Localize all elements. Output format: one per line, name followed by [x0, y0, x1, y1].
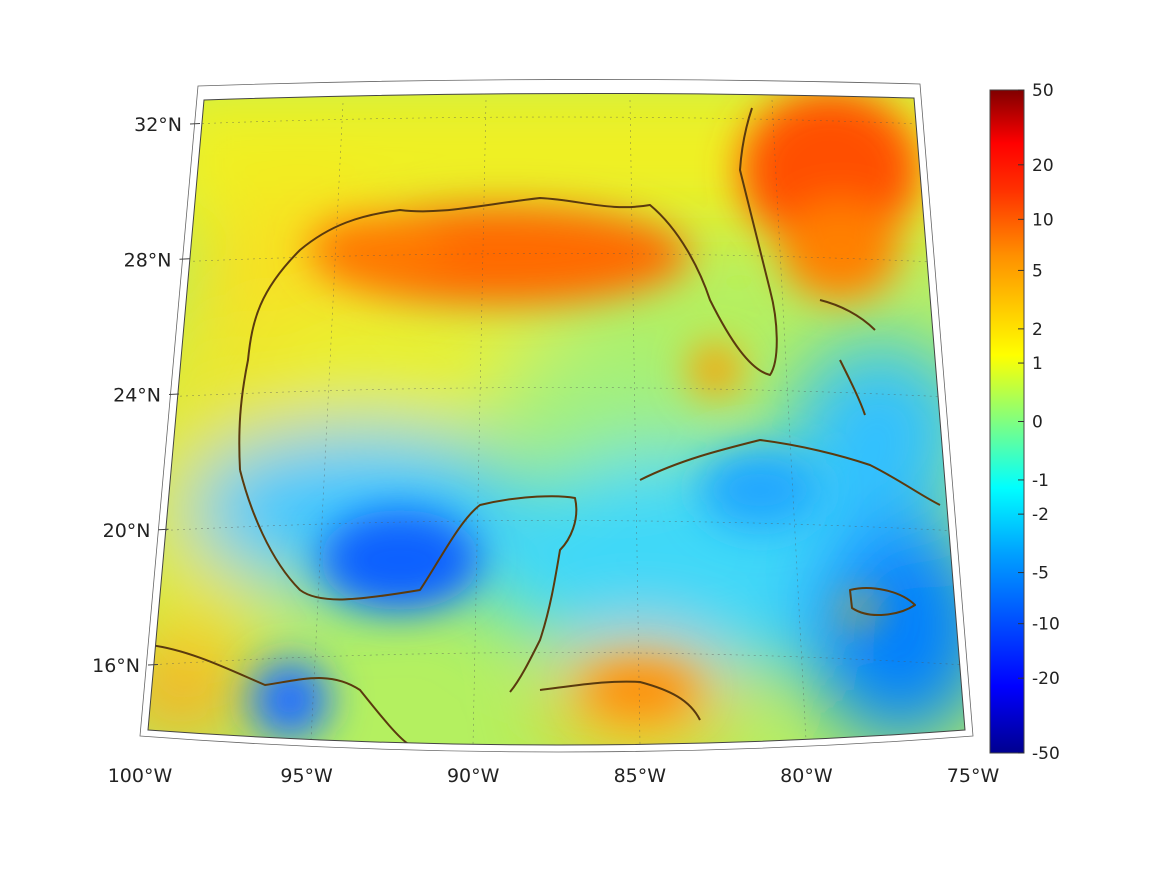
map-area [139, 79, 974, 753]
colorbar-tick-label: -20 [1032, 669, 1060, 689]
colorbar-tick-label: -5 [1032, 564, 1049, 584]
latitude-labels: 32°N 28°N 24°N 20°N 16°N [92, 114, 201, 677]
colorbar-tick-label: -50 [1032, 744, 1060, 764]
colorbar-tick-label: 1 [1032, 354, 1043, 374]
colorbar-tick-label: 20 [1032, 156, 1054, 176]
colorbar-tick-label: -2 [1032, 505, 1049, 525]
colorbar-tick-label: 0 [1032, 413, 1043, 433]
lat-label: 16°N [92, 655, 140, 677]
lon-label: 85°W [614, 765, 667, 787]
colorbar-tick-label: 10 [1032, 210, 1054, 230]
lon-label: 100°W [108, 765, 173, 787]
lon-label: 75°W [947, 765, 1000, 787]
lon-label: 95°W [280, 765, 333, 787]
colorbar-tick-label: 50 [1032, 81, 1054, 101]
coastline [149, 107, 941, 746]
lat-label: 28°N [124, 249, 172, 271]
colorbar-tick-label: -10 [1032, 615, 1060, 635]
lat-label: 24°N [113, 385, 161, 407]
lat-label: 32°N [134, 114, 182, 136]
lon-label: 80°W [780, 765, 833, 787]
colorbar-tick-label: 2 [1032, 320, 1043, 340]
colorbar-tick-label: -1 [1032, 471, 1049, 491]
colorbar-tick-label: 5 [1032, 261, 1043, 281]
longitude-labels: 100°W 95°W 90°W 85°W 80°W 75°W [108, 765, 1000, 787]
lon-label: 90°W [447, 765, 500, 787]
lat-label: 20°N [103, 520, 151, 542]
